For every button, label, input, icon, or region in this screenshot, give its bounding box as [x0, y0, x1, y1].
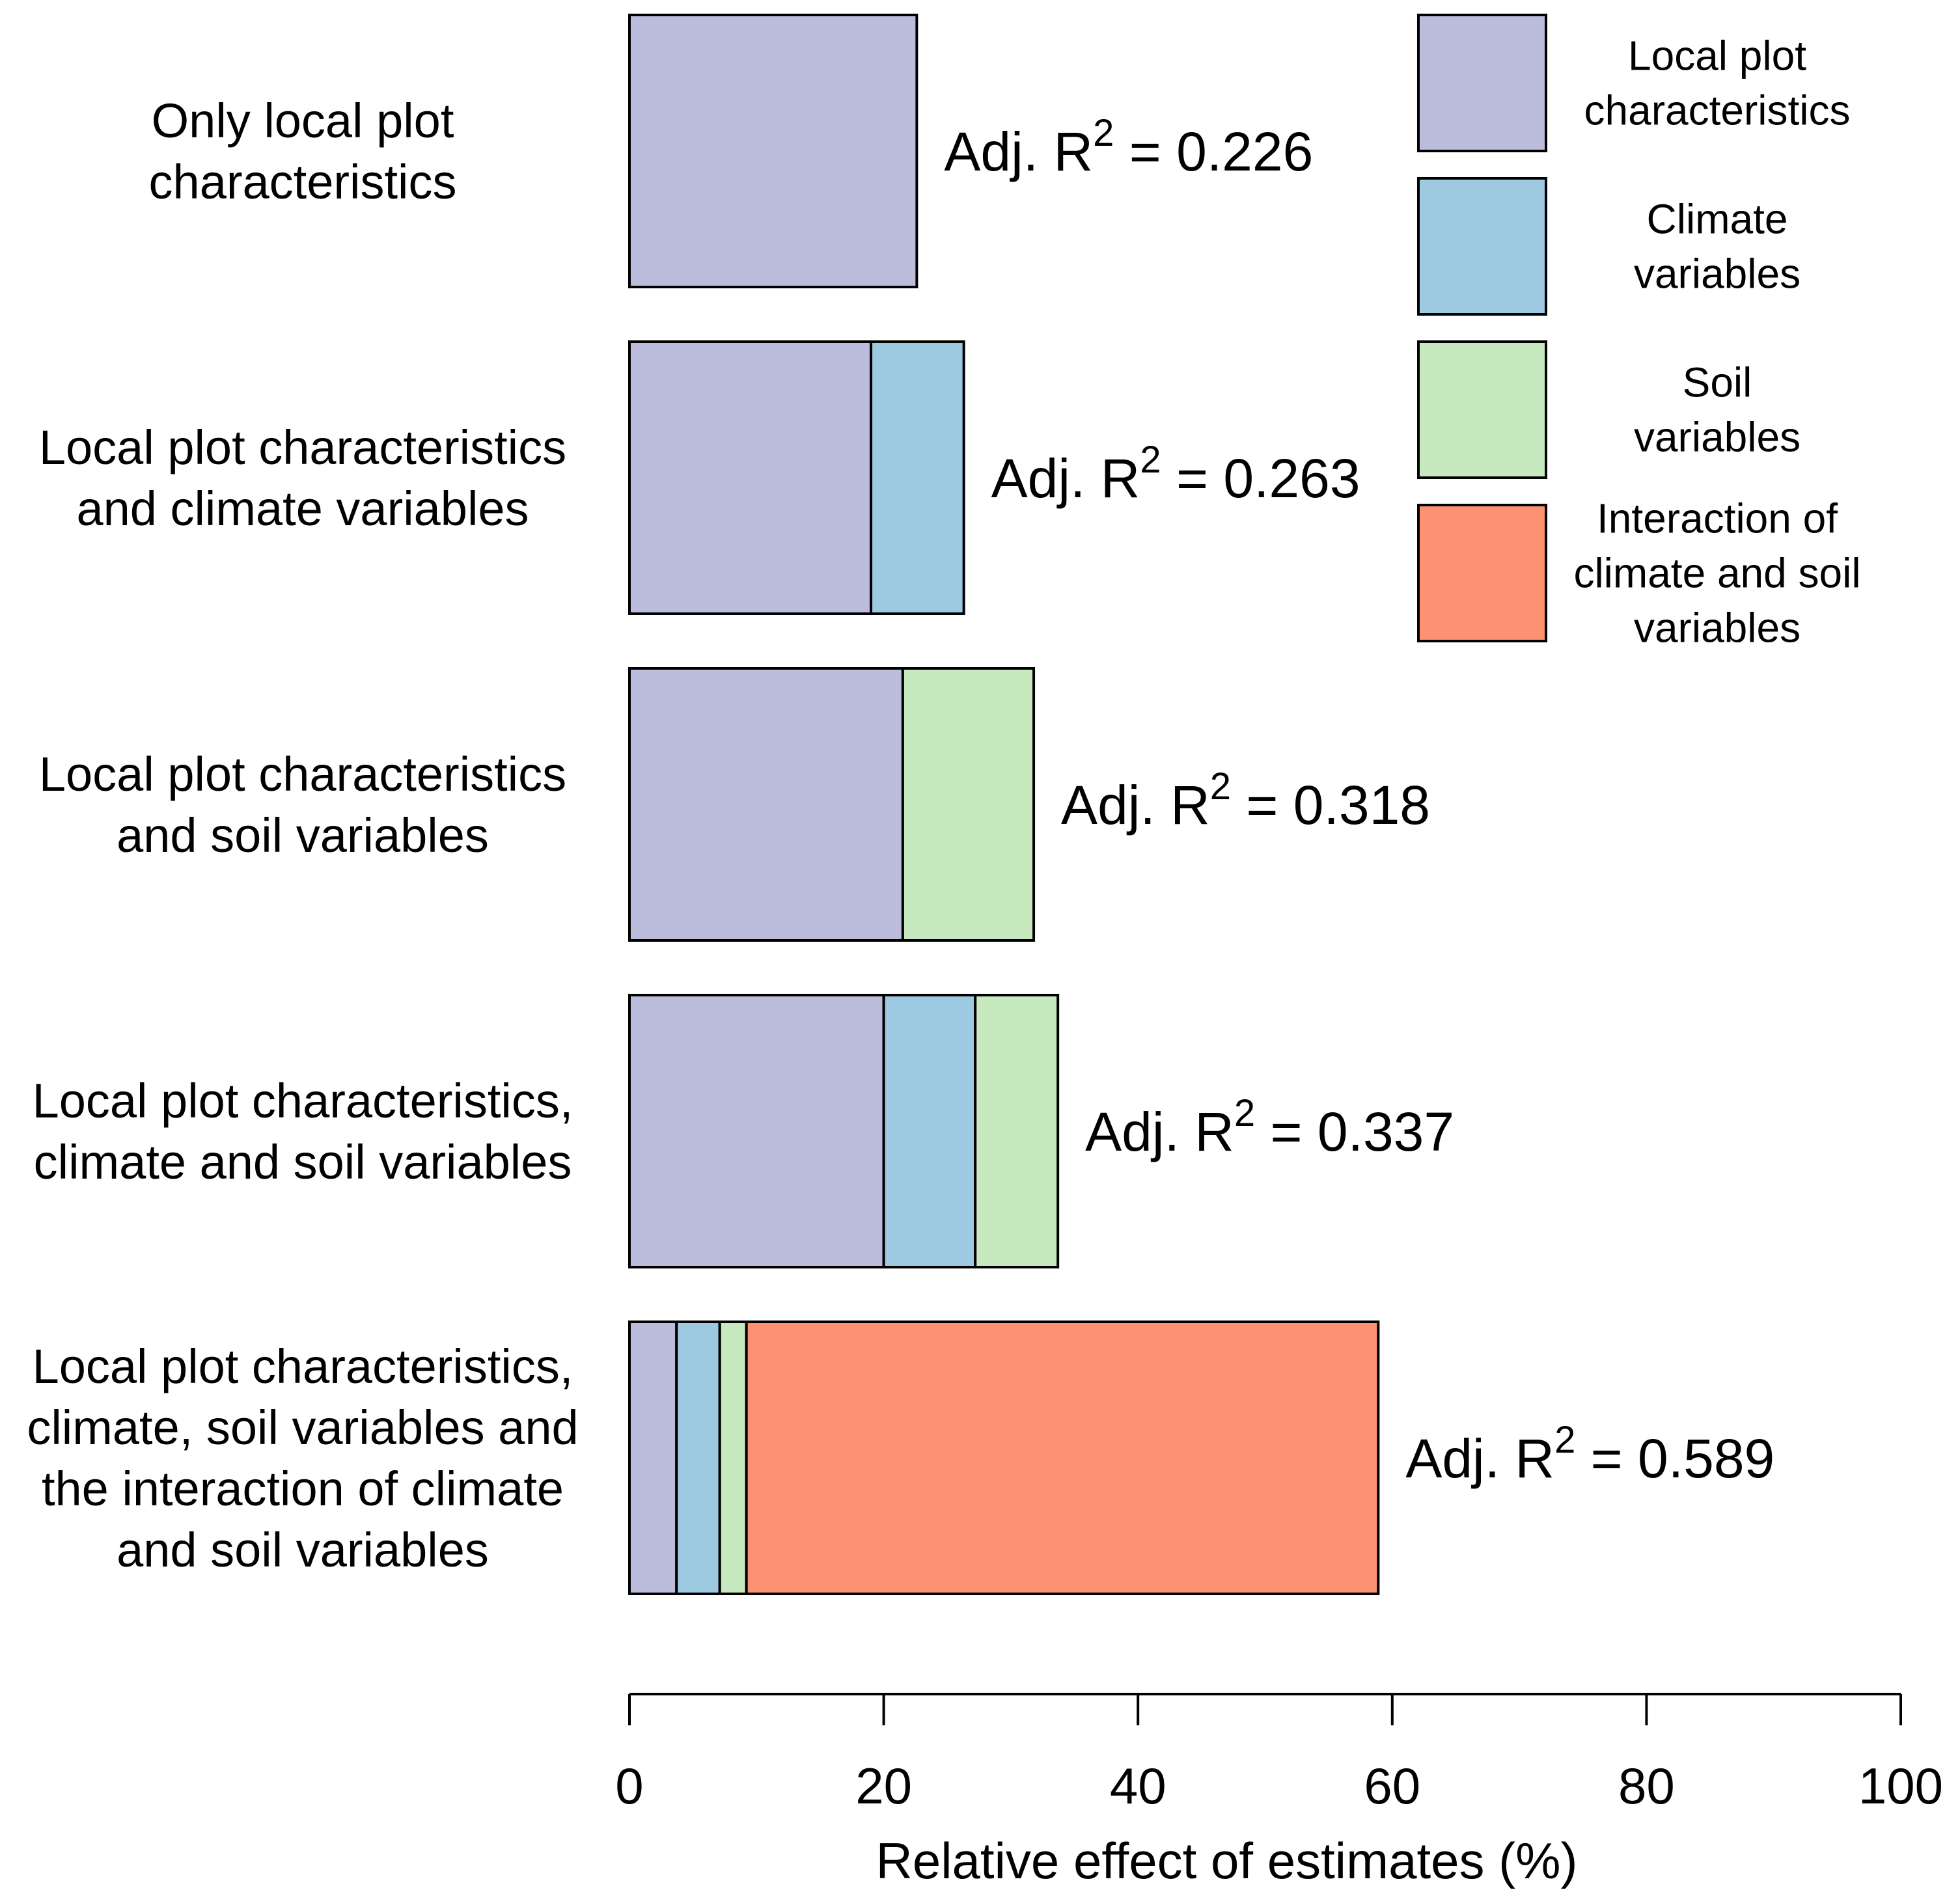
x-tick-label-60: 60 [1364, 1757, 1420, 1814]
category-label-1: Only local plot characteristics [149, 94, 457, 209]
bar-5-segment-local [628, 1321, 678, 1595]
legend-label-local: Local plot characteristics [1584, 33, 1851, 134]
legend-swatch-local [1417, 14, 1547, 152]
legend: Local plot characteristics Climate variable… [1417, 14, 1861, 651]
legend-label-climate: Climate variables [1634, 196, 1801, 297]
bars-layer [628, 14, 1380, 1595]
r2-label-1: Adj. R2 = 0.226 [944, 112, 1313, 182]
legend-label-interaction: Interaction of climate and soil variables [1573, 495, 1860, 651]
r2-label-3: Adj. R2 = 0.318 [1061, 765, 1430, 836]
x-tick-label-100: 100 [1858, 1757, 1943, 1814]
x-tick-label-20: 20 [855, 1757, 912, 1814]
x-axis-title: Relative effect of estimates (%) [876, 1832, 1578, 1889]
legend-swatch-climate [1417, 177, 1547, 316]
category-label-5: Local plot characteristics, climate, soil… [27, 1339, 578, 1577]
legend-swatch-interaction [1417, 504, 1547, 642]
r2-labels: Adj. R2 = 0.226 Adj. R2 = 0.263 Adj. R2 = … [944, 112, 1774, 1489]
bar-5-segment-soil [718, 1321, 748, 1595]
bar-2-segment-climate [870, 340, 965, 615]
category-labels: Only local plot characteristics Local plot… [27, 94, 578, 1577]
category-label-3: Local plot characteristics and soil varia… [39, 747, 566, 862]
bar-4-segment-climate [882, 994, 977, 1268]
r2-label-2: Adj. R2 = 0.263 [991, 439, 1360, 509]
bar-3-segment-local [628, 667, 904, 942]
bar-4-segment-soil [974, 994, 1060, 1268]
legend-label-soil: Soil variables [1634, 359, 1801, 461]
bar-4-segment-local [628, 994, 885, 1268]
bar-2-segment-local [628, 340, 873, 615]
bar-5-segment-interaction [745, 1321, 1380, 1595]
x-tick-label-80: 80 [1618, 1757, 1675, 1814]
category-label-2: Local plot characteristics and climate va… [39, 420, 566, 536]
x-axis: 0 20 40 60 80 100 Relative effect of estimates… [615, 1693, 1943, 1889]
x-tick-label-0: 0 [615, 1757, 643, 1814]
legend-swatch-soil [1417, 340, 1547, 479]
bar-5-segment-climate [675, 1321, 721, 1595]
r2-label-4: Adj. R2 = 0.337 [1085, 1092, 1454, 1162]
r2-label-5: Adj. R2 = 0.589 [1405, 1419, 1774, 1489]
bar-1-segment-local [628, 14, 918, 288]
category-label-4: Local plot characteristics, climate and s… [33, 1074, 573, 1189]
bar-3-segment-soil [901, 667, 1036, 942]
x-tick-label-40: 40 [1110, 1757, 1166, 1814]
